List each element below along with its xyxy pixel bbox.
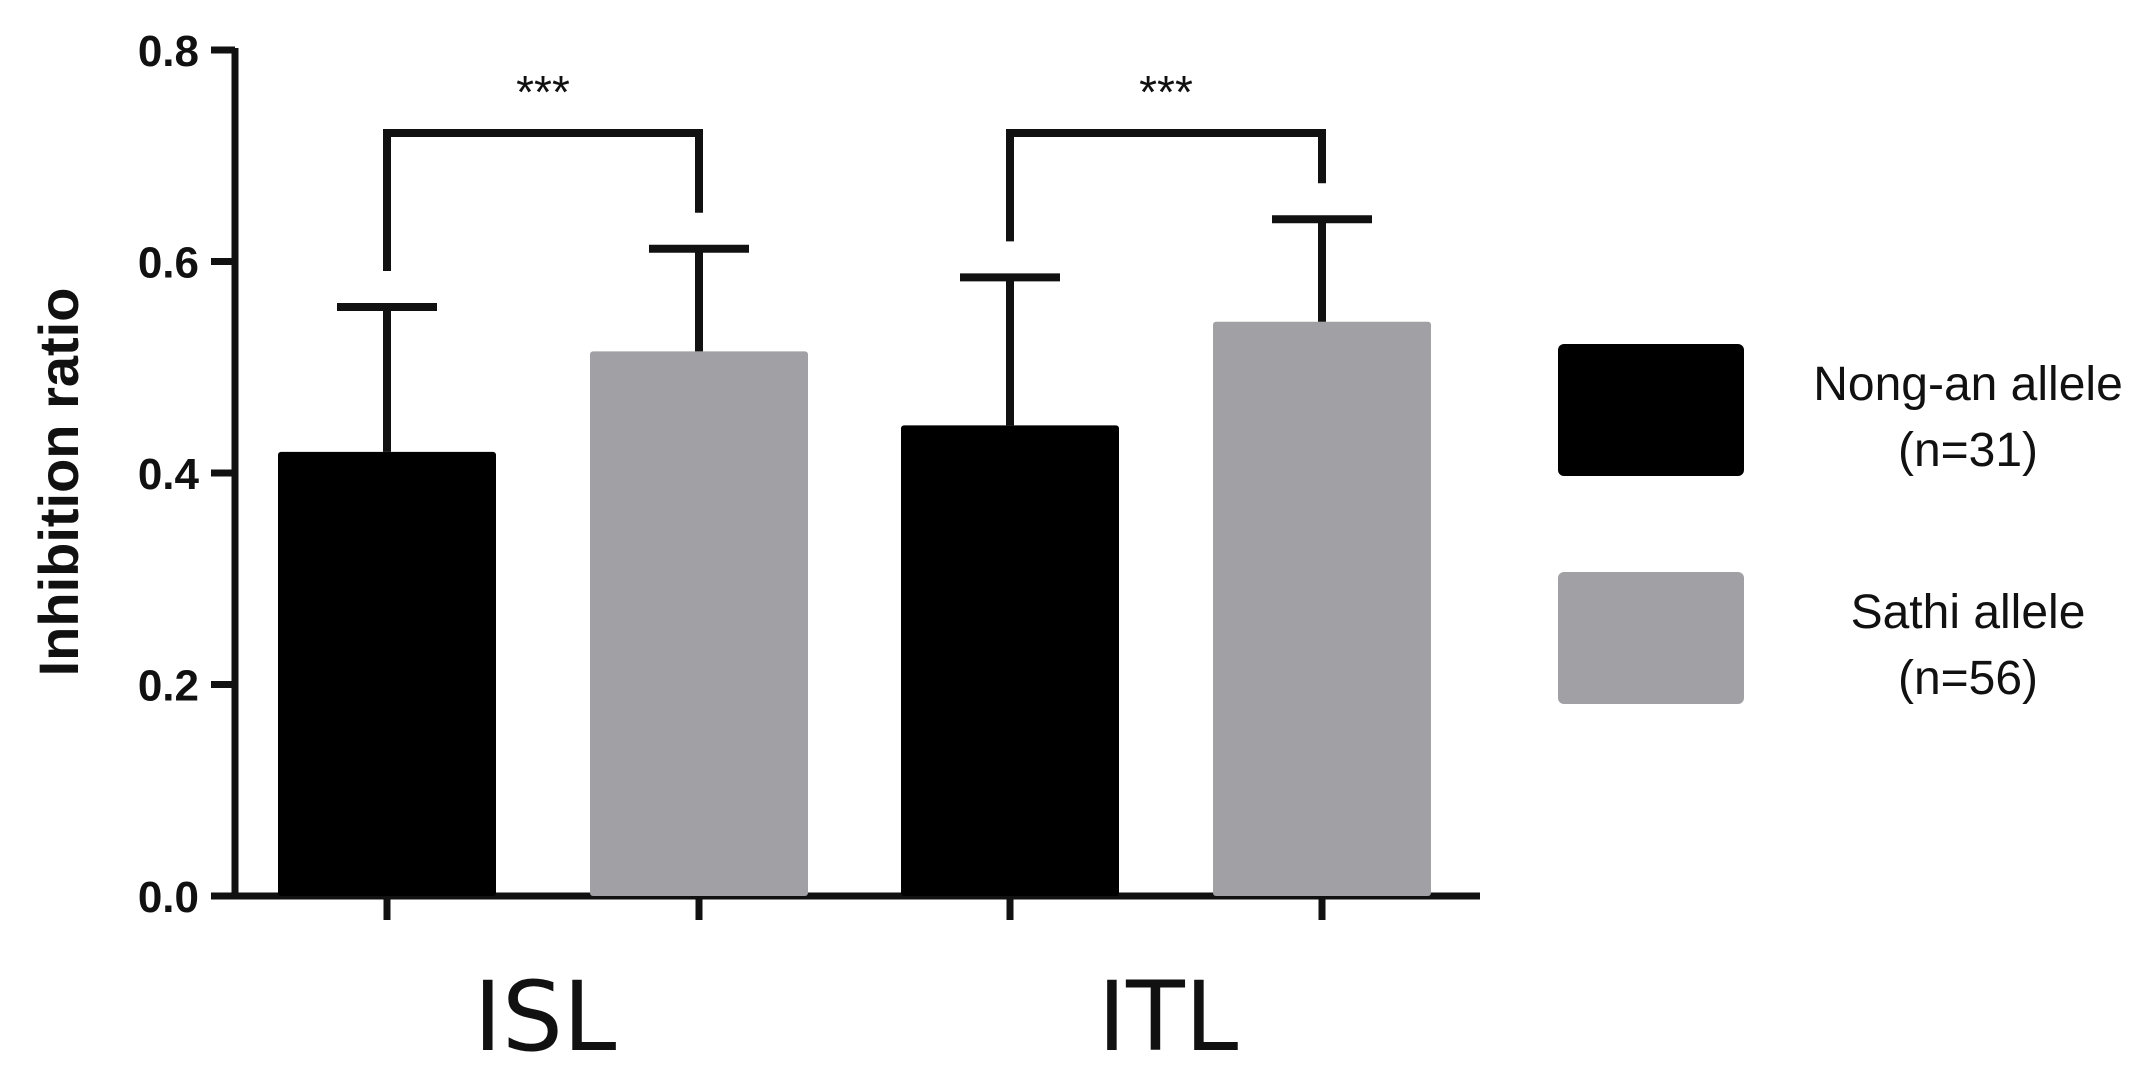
significance-brackets: *** *** bbox=[383, 66, 1326, 271]
significance-bracket bbox=[383, 129, 703, 271]
x-category-label: ISL bbox=[474, 961, 617, 1073]
bars bbox=[278, 321, 1431, 897]
bar-isl-1 bbox=[590, 351, 808, 896]
y-tick-label: 0.8 bbox=[138, 27, 199, 76]
y-tick-label: 0.0 bbox=[138, 873, 199, 922]
axes: 0.0 0.2 0.4 0.6 0.8 ISL ITL bbox=[138, 27, 1480, 1073]
y-tick-label: 0.6 bbox=[138, 239, 199, 288]
bar-itl-1 bbox=[1213, 321, 1431, 897]
legend: Nong-an allele (n=31) Sathi allele (n=56) bbox=[1558, 344, 2123, 705]
y-tick-label: 0.2 bbox=[138, 662, 199, 711]
y-tick-label: 0.4 bbox=[138, 450, 200, 499]
y-axis-label: Inhibition ratio bbox=[27, 288, 90, 677]
legend-swatch-1 bbox=[1558, 572, 1744, 704]
significance-bracket bbox=[1006, 129, 1326, 242]
bar-itl-0 bbox=[901, 425, 1119, 896]
legend-count-1: (n=56) bbox=[1898, 652, 2038, 705]
legend-label-1: Sathi allele bbox=[1851, 586, 2086, 639]
significance-label: *** bbox=[1139, 66, 1193, 118]
y-axis-label-group: Inhibition ratio bbox=[27, 288, 90, 677]
legend-count-0: (n=31) bbox=[1898, 424, 2038, 477]
legend-swatch-0 bbox=[1558, 344, 1744, 476]
bar-isl-0 bbox=[278, 451, 496, 896]
legend-label-0: Nong-an allele bbox=[1813, 358, 2123, 411]
x-category-label: ITL bbox=[1098, 961, 1238, 1073]
error-bars bbox=[337, 215, 1372, 452]
significance-label: *** bbox=[516, 66, 570, 118]
